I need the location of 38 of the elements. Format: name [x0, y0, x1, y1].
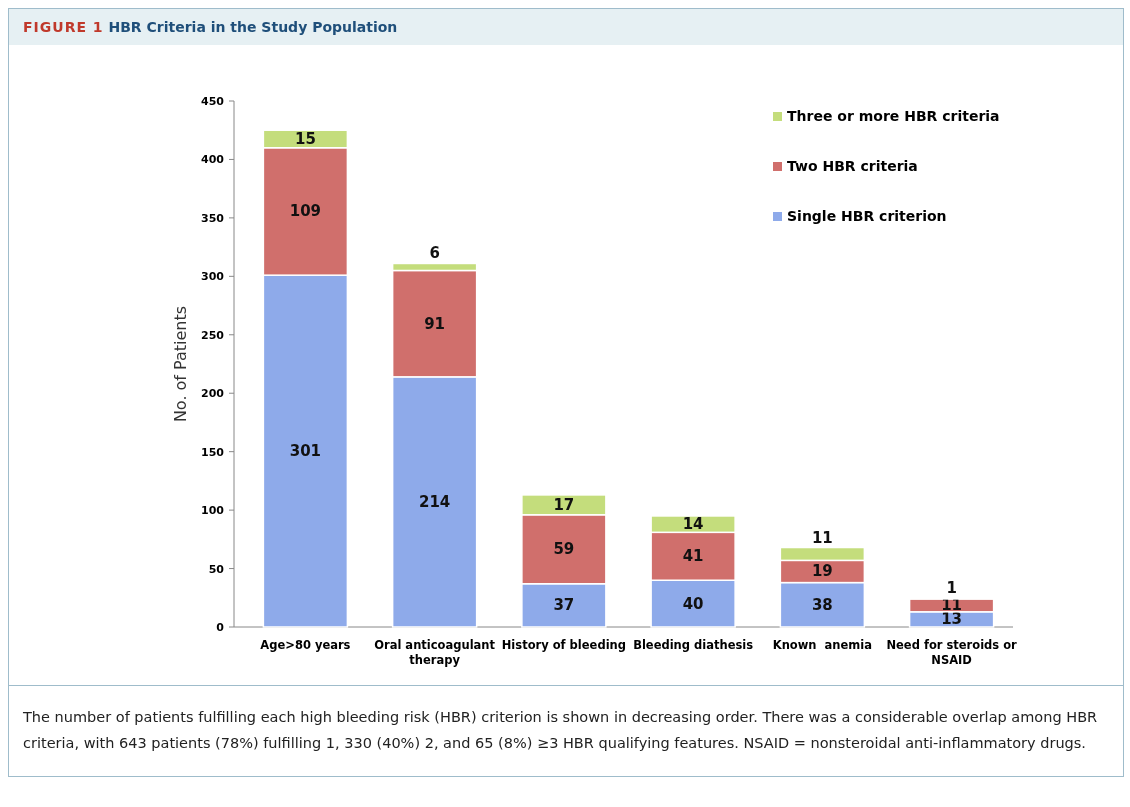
y-tick-label: 50: [208, 562, 225, 576]
data-label: 109: [289, 202, 322, 221]
data-label: 37: [553, 596, 575, 615]
data-label: 14: [682, 515, 704, 534]
y-axis-title: No. of Patients: [171, 305, 190, 423]
y-tick-label: 0: [216, 621, 225, 634]
data-label: 19: [811, 562, 833, 581]
x-tick-label: History of bleeding: [501, 638, 627, 652]
y-tick-label: 100: [201, 504, 225, 518]
x-tick-label: Age>80 years: [260, 638, 351, 652]
y-tick-label: 350: [201, 211, 225, 225]
data-label: 214: [418, 492, 451, 511]
data-label: 6: [429, 244, 440, 263]
legend-label: Three or more HBR criteria: [787, 108, 1000, 124]
data-label: 301: [289, 442, 322, 461]
data-label: 59: [553, 540, 575, 559]
data-label: 1: [946, 578, 957, 597]
y-tick-label: 300: [201, 270, 225, 284]
data-label: 91: [424, 314, 446, 333]
x-tick-label: Oral anticoagulant therapy: [374, 638, 496, 667]
x-tick-label: Need for steroids or NSAID: [886, 638, 1018, 667]
y-tick-label: 200: [201, 387, 225, 401]
data-label: 38: [811, 595, 833, 614]
y-tick-label: 400: [201, 153, 225, 167]
data-label: 40: [682, 594, 704, 613]
legend-label: Single HBR criterion: [787, 208, 947, 224]
data-label: 17: [553, 495, 575, 514]
x-tick-label: Bleeding diathesis: [633, 638, 754, 652]
data-label: 11: [811, 528, 833, 547]
data-label: 41: [682, 547, 704, 566]
y-tick-label: 450: [201, 95, 225, 108]
y-tick-label: 150: [201, 445, 225, 459]
x-tick-label: Known anemia: [772, 638, 872, 652]
data-label: 15: [294, 129, 316, 148]
chart-title: FIGURE 1 HBR Criteria in the Study Population: [9, 9, 1123, 45]
legend-label: Two HBR criteria: [787, 158, 918, 174]
y-tick-label: 250: [201, 328, 225, 342]
text: The number of patients fulfilling each high bleeding risk (HBR) criterion is shown in decreasing order. There was a considerable overlap among HBR criteria, with 643 patients (78%) fulfilling 1, 330 (40%) 2, and 65 (8%) ≥3 HBR qualifying features. NSAID = nonsteroidal anti-inflammatory drugs.: [23, 708, 1099, 753]
